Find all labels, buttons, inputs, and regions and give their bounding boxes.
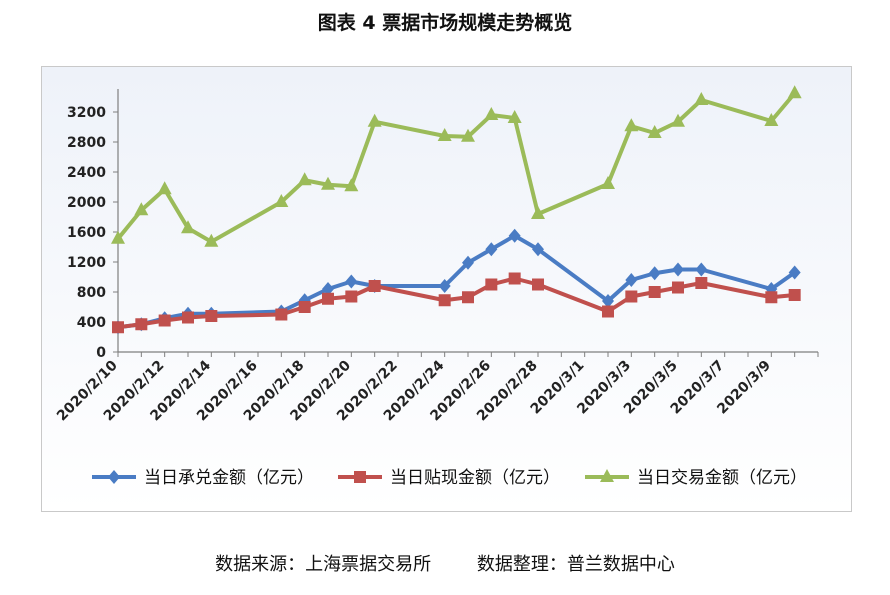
data-point-series-2 — [438, 294, 451, 307]
data-point-series-2 — [508, 272, 521, 285]
data-point-series-3 — [461, 128, 475, 142]
legend-label-2: 当日贴现金额（亿元） — [390, 468, 560, 488]
data-point-series-1 — [438, 279, 451, 293]
data-point-series-3 — [624, 118, 639, 132]
plot-area — [111, 85, 802, 335]
data-point-series-1 — [322, 282, 334, 296]
y-tick-label: 1200 — [67, 255, 106, 271]
data-point-series-3 — [344, 178, 359, 192]
data-point-series-1 — [532, 242, 544, 257]
data-point-series-2 — [602, 305, 614, 318]
data-point-series-3 — [134, 202, 149, 216]
y-tick-label: 2800 — [67, 135, 106, 151]
line-chart: 0 400 800 1200 1600 2000 2400 2800 3200 2020/2/1… — [54, 85, 819, 488]
y-tick-label: 2000 — [67, 195, 106, 211]
legend-marker-2 — [354, 471, 366, 483]
data-point-series-2 — [205, 310, 218, 322]
data-point-series-1 — [602, 294, 614, 308]
data-point-series-1 — [462, 255, 474, 270]
data-point-series-3 — [274, 194, 289, 207]
data-point-series-2 — [135, 318, 148, 331]
y-tick-label: 400 — [77, 315, 106, 331]
data-point-series-1 — [508, 228, 521, 243]
data-point-series-2 — [112, 321, 124, 334]
series-line-2 — [117, 276, 795, 330]
data-point-series-1 — [672, 262, 684, 277]
data-point-series-1 — [648, 266, 661, 281]
y-tick-label: 1600 — [67, 225, 106, 241]
data-point-series-3 — [204, 233, 219, 247]
data-point-series-2 — [788, 289, 801, 301]
data-point-series-2 — [182, 311, 194, 324]
data-point-series-2 — [532, 278, 544, 291]
data-point-series-3 — [601, 176, 615, 189]
y-tick-label: 800 — [77, 285, 106, 301]
series-line-1 — [117, 233, 796, 330]
y-tick-label: 0 — [96, 345, 106, 361]
page-title: 图表 4 票据市场规模走势概览 — [317, 12, 573, 34]
y-axis-ticks: 0 400 800 1200 1600 2000 2400 2800 3200 — [67, 105, 118, 361]
data-point-series-3 — [694, 92, 709, 105]
data-point-series-2 — [345, 290, 358, 303]
legend-label-1: 当日承兑金额（亿元） — [144, 468, 314, 488]
data-point-series-2 — [462, 291, 474, 304]
chart-frame: 0 400 800 1200 1600 2000 2400 2800 3200 2020/2/1… — [41, 66, 852, 512]
data-point-series-2 — [485, 278, 498, 291]
data-point-series-3 — [367, 113, 382, 127]
data-point-series-3 — [181, 220, 195, 234]
data-point-series-3 — [671, 113, 685, 127]
data-point-series-1 — [788, 265, 801, 280]
data-point-series-2 — [298, 301, 311, 313]
chart-legend: 当日承兑金额（亿元） 当日贴现金额（亿元） 当日交易金额（亿元） — [92, 468, 807, 488]
data-point-series-2 — [322, 292, 334, 305]
data-point-series-1 — [345, 274, 358, 289]
series-line-3 — [116, 91, 797, 244]
data-point-series-2 — [275, 308, 288, 321]
data-point-series-2 — [648, 286, 661, 298]
data-point-series-2 — [368, 280, 381, 292]
data-point-series-1 — [485, 242, 498, 257]
data-point-series-2 — [158, 314, 171, 327]
data-point-series-3 — [764, 113, 779, 126]
data-point-series-3 — [321, 176, 335, 190]
data-point-series-3 — [157, 181, 172, 195]
data-point-series-3 — [531, 206, 545, 219]
data-point-series-3 — [484, 107, 499, 120]
data-point-series-3 — [111, 230, 125, 244]
data-point-series-2 — [672, 281, 684, 294]
data-point-series-1 — [625, 273, 638, 287]
data-point-series-2 — [765, 291, 778, 304]
data-point-series-2 — [695, 277, 708, 289]
legend-label-3: 当日交易金额（亿元） — [637, 468, 807, 488]
source-note: 数据来源：上海票据交易所 数据整理：普兰数据中心 — [215, 554, 675, 575]
legend-marker-1 — [108, 470, 120, 484]
legend-marker-3 — [600, 469, 614, 482]
data-point-series-2 — [625, 290, 638, 303]
y-tick-label: 2400 — [67, 165, 106, 181]
data-point-series-3 — [437, 128, 452, 141]
data-point-series-3 — [647, 125, 662, 138]
data-point-series-1 — [695, 262, 708, 277]
x-axis-ticks: 2020/2/102020/2/122020/2/142020/2/162020… — [54, 352, 819, 424]
data-point-series-3 — [297, 172, 312, 186]
data-point-series-3 — [787, 85, 802, 99]
data-point-series-3 — [507, 110, 522, 123]
y-tick-label: 3200 — [67, 105, 106, 121]
